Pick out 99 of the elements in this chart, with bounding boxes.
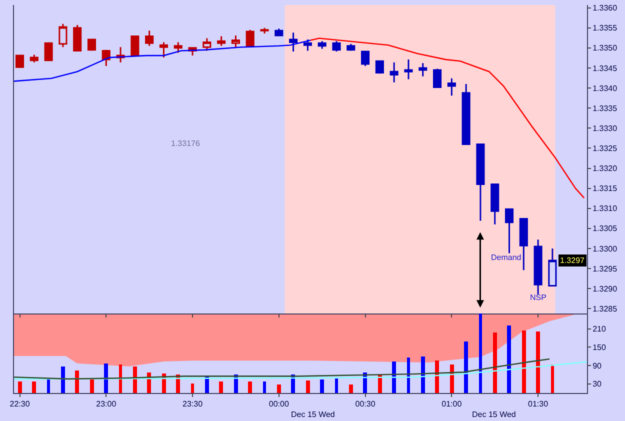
bar	[248, 381, 252, 393]
candlestick	[102, 49, 110, 67]
bar	[335, 378, 338, 393]
y-tick-label: 1.3330	[592, 124, 618, 133]
annotation: NSP	[530, 293, 546, 302]
bar	[464, 341, 468, 393]
bar	[435, 360, 439, 393]
bar	[421, 356, 425, 393]
candlestick	[462, 83, 470, 145]
candlestick	[519, 217, 528, 271]
y-tick-label: 1.3300	[592, 244, 618, 254]
bar	[277, 384, 281, 393]
y-tick-label: 1.3290	[592, 284, 618, 294]
candlestick	[432, 68, 442, 89]
candlestick	[130, 34, 140, 56]
candlestick	[332, 40, 341, 52]
bar	[104, 363, 108, 393]
candlestick	[231, 34, 240, 48]
candlestick	[534, 238, 542, 295]
y-tick-label: 1.3350	[592, 44, 618, 53]
bar	[479, 313, 482, 393]
y-tick-label: 210	[592, 324, 606, 334]
candlestick	[375, 60, 384, 74]
candlestick	[289, 32, 298, 52]
y-tick-label: 1.3355	[592, 24, 618, 33]
candlestick	[58, 23, 68, 48]
text: Dec 15 Wed	[291, 410, 335, 419]
y-tick-label: 30	[592, 380, 602, 389]
y-tick-label: 1.3340	[592, 84, 618, 93]
candlestick	[260, 27, 269, 34]
bar	[349, 384, 353, 393]
candlestick	[246, 29, 254, 48]
x-tick-label: 00:00	[268, 400, 290, 409]
y-tick-label: 150	[592, 342, 606, 352]
candlestick	[418, 62, 428, 78]
bar	[407, 357, 410, 393]
bar	[551, 364, 554, 393]
y-tick-label: 1.3360	[592, 4, 618, 13]
bar	[507, 325, 511, 393]
bar	[493, 332, 497, 393]
bar	[90, 379, 94, 393]
candlestick	[159, 42, 168, 58]
candlestick	[548, 248, 557, 287]
x-tick-label: 01:00	[442, 400, 462, 409]
annotation: 1.33176	[171, 139, 200, 148]
y-tick-label: 1.3315	[592, 184, 618, 194]
bar	[32, 381, 36, 393]
y-tick-label: 1.3310	[592, 204, 618, 214]
y-tick-label: 1.3345	[592, 64, 618, 73]
candlestick	[504, 208, 514, 254]
candlestick	[174, 42, 182, 54]
candlestick	[404, 58, 413, 80]
bar	[119, 364, 122, 393]
bar	[263, 381, 266, 393]
candlestick	[73, 24, 82, 52]
bar	[306, 380, 310, 393]
bar	[363, 372, 367, 393]
bar	[522, 330, 526, 393]
x-tick-label: 01:30	[528, 400, 549, 409]
x-tick-label: 00:30	[355, 400, 376, 409]
bar	[18, 381, 22, 393]
bar	[219, 381, 223, 393]
candlestick	[44, 42, 53, 62]
candlestick	[361, 50, 370, 67]
y-tick-label: 1.3335	[592, 104, 618, 113]
y-tick-label: 1.3285	[592, 304, 618, 314]
bar	[320, 379, 324, 393]
candlestick	[15, 54, 24, 69]
bar	[392, 361, 396, 393]
annotation: Demand	[491, 253, 522, 262]
x-tick-label: 22:30	[10, 400, 30, 409]
candlestick	[87, 38, 96, 52]
candlestick	[490, 184, 500, 226]
bar	[75, 370, 79, 393]
candlestick	[447, 78, 456, 96]
y-tick-label: 1.3305	[592, 224, 618, 234]
x-tick-label: 23:30	[182, 400, 204, 409]
candlestick	[476, 143, 485, 222]
bar	[61, 366, 65, 393]
bar	[133, 366, 137, 393]
annotation: 1.3297	[560, 256, 586, 265]
candlestick	[346, 43, 356, 52]
candlestick	[217, 36, 226, 47]
x-tick-label: 23:00	[96, 400, 117, 409]
candlestick	[390, 62, 398, 84]
text: Dec 15 Wed	[472, 410, 516, 419]
y-tick-label: 90	[592, 361, 602, 370]
candlestick	[145, 30, 154, 47]
bar	[47, 379, 50, 393]
bar	[536, 331, 540, 393]
candlestick	[318, 40, 326, 50]
y-tick-label: 1.3325	[592, 144, 618, 153]
candlestick	[274, 28, 284, 38]
bar	[450, 364, 454, 393]
candlestick	[30, 54, 38, 64]
y-tick-label: 1.3295	[592, 264, 618, 274]
y-tick-label: 1.3320	[592, 164, 618, 174]
bar	[191, 383, 194, 393]
candlestick	[202, 38, 212, 52]
